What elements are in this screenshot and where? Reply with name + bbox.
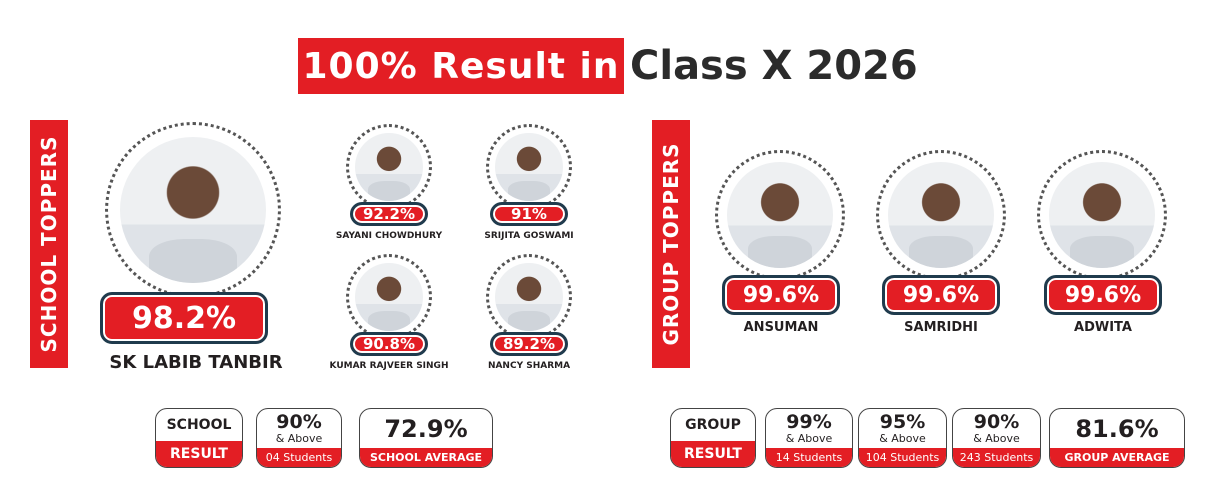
group-topper-photo [715,150,845,280]
school-result-label: SCHOOL RESULT [155,408,243,468]
group-topper-photo [876,150,1006,280]
school-average-card: 72.9% SCHOOL AVERAGE [359,408,493,468]
topper-photo [346,254,432,340]
topper-score: 89.2% [490,332,568,356]
group-topper-name: SAMRIDHI [904,320,978,335]
group-topper-score: 99.6% [1044,275,1162,315]
school-stat-card: 90% & Above 04 Students [256,408,342,468]
group-topper-score: 99.6% [882,275,1000,315]
title-highlight: 100% Result in [298,38,624,94]
group-topper-score: 99.6% [722,275,840,315]
main-topper-score: 98.2% [100,292,268,344]
group-toppers-label: GROUP TOPPERS [652,120,690,368]
topper-name: SRIJITA GOSWAMI [484,231,574,241]
topper-photo [346,124,432,210]
group-topper-name: ANSUMAN [743,320,819,335]
school-toppers-label: SCHOOL TOPPERS [30,120,68,368]
main-topper-photo [105,122,281,298]
main-topper-name: SK LABIB TANBIR [109,352,283,373]
topper-name: NANCY SHARMA [487,361,571,371]
group-stat-card: 90% & Above 243 Students [952,408,1041,468]
topper-name: KUMAR RAJVEER SINGH [329,361,449,371]
title-rest: Class X 2026 [630,43,918,89]
group-topper-name: ADWITA [1074,320,1132,335]
group-stat-card: 99% & Above 14 Students [765,408,853,468]
group-topper-photo [1037,150,1167,280]
group-average-card: 81.6% GROUP AVERAGE [1049,408,1185,468]
topper-name: SAYANI CHOWDHURY [335,231,443,241]
group-stat-card: 95% & Above 104 Students [858,408,947,468]
topper-score: 91% [490,202,568,226]
topper-score: 90.8% [350,332,428,356]
topper-photo [486,254,572,340]
topper-photo [486,124,572,210]
group-result-label: GROUP RESULT [670,408,756,468]
topper-score: 92.2% [350,202,428,226]
